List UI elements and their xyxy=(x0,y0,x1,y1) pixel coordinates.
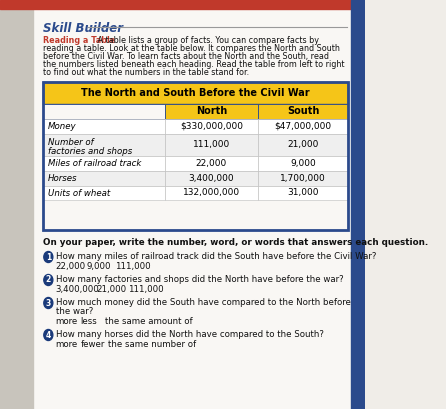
Text: How much money did the South have compared to the North before: How much money did the South have compar… xyxy=(56,298,351,307)
Text: A table lists a group of facts. You can compare facts by: A table lists a group of facts. You can … xyxy=(95,36,319,45)
Text: the numbers listed beneath each heading. Read the table from left to right: the numbers listed beneath each heading.… xyxy=(43,60,345,69)
Bar xyxy=(165,171,258,186)
Bar xyxy=(43,82,348,104)
Text: Miles of railroad track: Miles of railroad track xyxy=(48,159,141,168)
Bar xyxy=(0,0,365,9)
Bar xyxy=(0,0,33,409)
Text: 22,000: 22,000 xyxy=(196,159,227,168)
Text: Number of: Number of xyxy=(48,138,93,147)
Bar xyxy=(43,171,165,186)
Text: 9,000: 9,000 xyxy=(87,262,112,271)
Text: 1,700,000: 1,700,000 xyxy=(280,174,326,183)
Text: $47,000,000: $47,000,000 xyxy=(274,122,332,131)
Text: Skill Builder: Skill Builder xyxy=(43,22,124,35)
Bar xyxy=(165,134,258,156)
Bar xyxy=(258,171,348,186)
Text: How many miles of railroad track did the South have before the Civil War?: How many miles of railroad track did the… xyxy=(56,252,376,261)
Bar xyxy=(43,82,348,230)
Text: 111,000: 111,000 xyxy=(128,285,163,294)
Bar xyxy=(43,119,165,134)
Bar xyxy=(165,104,258,119)
Text: the same amount of: the same amount of xyxy=(105,317,193,326)
Text: 9,000: 9,000 xyxy=(290,159,316,168)
Bar xyxy=(258,186,348,200)
Bar xyxy=(165,156,258,171)
Bar xyxy=(258,119,348,134)
Text: 111,000: 111,000 xyxy=(115,262,150,271)
Text: 3,400,000: 3,400,000 xyxy=(56,285,99,294)
Bar xyxy=(165,119,258,134)
Bar xyxy=(43,104,165,119)
Bar xyxy=(43,156,165,171)
Text: 132,000,000: 132,000,000 xyxy=(183,189,240,198)
Text: 22,000: 22,000 xyxy=(56,262,86,271)
Text: Units of wheat: Units of wheat xyxy=(48,189,110,198)
Text: 3,400,000: 3,400,000 xyxy=(189,174,234,183)
Text: 21,000: 21,000 xyxy=(287,141,319,150)
Text: Horses: Horses xyxy=(48,174,77,183)
Text: the war?: the war? xyxy=(56,307,93,316)
Text: 111,000: 111,000 xyxy=(193,141,230,150)
Text: more: more xyxy=(56,317,78,326)
Text: How many horses did the North have compared to the South?: How many horses did the North have compa… xyxy=(56,330,324,339)
Bar xyxy=(165,186,258,200)
Bar xyxy=(43,186,165,200)
Text: the same number of: the same number of xyxy=(108,340,196,349)
Text: Reading a Table: Reading a Table xyxy=(43,36,116,45)
Circle shape xyxy=(44,252,53,263)
Text: 1: 1 xyxy=(45,252,51,261)
Circle shape xyxy=(44,297,53,308)
Bar xyxy=(258,156,348,171)
Text: factories and shops: factories and shops xyxy=(48,147,132,156)
Bar xyxy=(33,8,351,409)
Text: 31,000: 31,000 xyxy=(287,189,319,198)
Text: fewer: fewer xyxy=(80,340,105,349)
Text: North: North xyxy=(196,106,227,117)
Text: 21,000: 21,000 xyxy=(97,285,127,294)
Circle shape xyxy=(44,330,53,341)
Text: less: less xyxy=(80,317,97,326)
Bar xyxy=(258,134,348,156)
Bar xyxy=(351,0,365,409)
Text: The North and South Before the Civil War: The North and South Before the Civil War xyxy=(82,88,310,98)
Text: Money: Money xyxy=(48,122,76,131)
Circle shape xyxy=(44,274,53,285)
Text: to find out what the numbers in the table stand for.: to find out what the numbers in the tabl… xyxy=(43,68,250,77)
Text: 2: 2 xyxy=(45,276,51,285)
Text: 3: 3 xyxy=(45,299,51,308)
Bar xyxy=(43,134,165,156)
Text: reading a table. Look at the table below. It compares the North and South: reading a table. Look at the table below… xyxy=(43,44,340,53)
Text: $330,000,000: $330,000,000 xyxy=(180,122,243,131)
Text: How many factories and shops did the North have before the war?: How many factories and shops did the Nor… xyxy=(56,275,343,284)
Bar xyxy=(258,104,348,119)
Text: South: South xyxy=(287,106,319,117)
Text: before the Civil War. To learn facts about the North and the South, read: before the Civil War. To learn facts abo… xyxy=(43,52,330,61)
Text: 4: 4 xyxy=(45,330,51,339)
Text: On your paper, write the number, word, or words that answers each question.: On your paper, write the number, word, o… xyxy=(43,238,429,247)
Text: more: more xyxy=(56,340,78,349)
